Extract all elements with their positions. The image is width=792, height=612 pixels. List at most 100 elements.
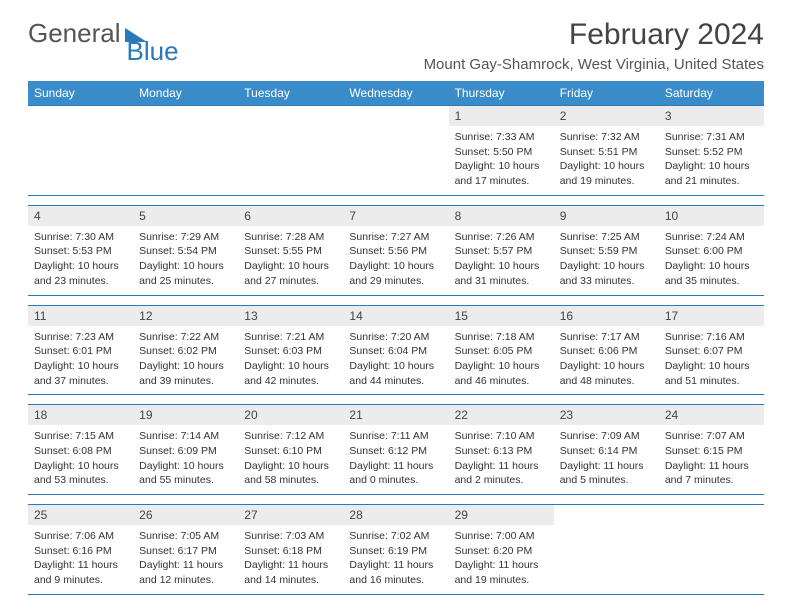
day-number: 24 [659,405,764,425]
day-content: Sunrise: 7:09 AMSunset: 6:14 PMDaylight:… [554,425,659,494]
calendar-day-cell: 9Sunrise: 7:25 AMSunset: 5:59 PMDaylight… [554,205,659,295]
calendar-day-cell: 20Sunrise: 7:12 AMSunset: 6:10 PMDayligh… [238,405,343,495]
calendar-day-cell: 14Sunrise: 7:20 AMSunset: 6:04 PMDayligh… [343,305,448,395]
weekday-header: Sunday [28,81,133,106]
calendar-day-cell: 4Sunrise: 7:30 AMSunset: 5:53 PMDaylight… [28,205,133,295]
day-content: Sunrise: 7:32 AMSunset: 5:51 PMDaylight:… [554,126,659,195]
week-spacer [28,495,764,505]
day-number: 12 [133,306,238,326]
day-content: Sunrise: 7:16 AMSunset: 6:07 PMDaylight:… [659,326,764,395]
day-content [554,525,659,535]
month-title: February 2024 [424,18,764,52]
day-content: Sunrise: 7:07 AMSunset: 6:15 PMDaylight:… [659,425,764,494]
weekday-header: Monday [133,81,238,106]
day-number: 17 [659,306,764,326]
title-block: February 2024 Mount Gay-Shamrock, West V… [424,18,764,73]
day-number: 6 [238,206,343,226]
day-number [28,106,133,126]
day-number: 3 [659,106,764,126]
calendar-day-cell: 28Sunrise: 7:02 AMSunset: 6:19 PMDayligh… [343,505,448,595]
calendar-day-cell: 15Sunrise: 7:18 AMSunset: 6:05 PMDayligh… [449,305,554,395]
day-number: 1 [449,106,554,126]
calendar-week-row: 25Sunrise: 7:06 AMSunset: 6:16 PMDayligh… [28,505,764,595]
calendar-week-row: 11Sunrise: 7:23 AMSunset: 6:01 PMDayligh… [28,305,764,395]
day-content: Sunrise: 7:10 AMSunset: 6:13 PMDaylight:… [449,425,554,494]
day-content: Sunrise: 7:21 AMSunset: 6:03 PMDaylight:… [238,326,343,395]
day-content: Sunrise: 7:18 AMSunset: 6:05 PMDaylight:… [449,326,554,395]
day-number: 26 [133,505,238,525]
day-content: Sunrise: 7:14 AMSunset: 6:09 PMDaylight:… [133,425,238,494]
day-number: 28 [343,505,448,525]
day-number [133,106,238,126]
day-content [133,126,238,136]
weekday-header: Thursday [449,81,554,106]
calendar-week-row: 18Sunrise: 7:15 AMSunset: 6:08 PMDayligh… [28,405,764,495]
day-number: 22 [449,405,554,425]
day-content [28,126,133,136]
day-number: 25 [28,505,133,525]
week-spacer [28,295,764,305]
weekday-header: Wednesday [343,81,448,106]
calendar-day-cell: 19Sunrise: 7:14 AMSunset: 6:09 PMDayligh… [133,405,238,495]
day-content: Sunrise: 7:30 AMSunset: 5:53 PMDaylight:… [28,226,133,295]
calendar-day-cell [238,106,343,196]
week-spacer [28,195,764,205]
brand-text-blue: Blue [127,36,179,67]
calendar-day-cell [133,106,238,196]
day-number: 10 [659,206,764,226]
calendar-day-cell: 10Sunrise: 7:24 AMSunset: 6:00 PMDayligh… [659,205,764,295]
brand-text-dark: General [28,18,121,49]
day-content: Sunrise: 7:25 AMSunset: 5:59 PMDaylight:… [554,226,659,295]
day-number: 29 [449,505,554,525]
day-content: Sunrise: 7:12 AMSunset: 6:10 PMDaylight:… [238,425,343,494]
day-content [659,525,764,535]
day-content: Sunrise: 7:24 AMSunset: 6:00 PMDaylight:… [659,226,764,295]
day-content: Sunrise: 7:20 AMSunset: 6:04 PMDaylight:… [343,326,448,395]
day-number: 11 [28,306,133,326]
calendar-header-row: SundayMondayTuesdayWednesdayThursdayFrid… [28,81,764,106]
day-content: Sunrise: 7:31 AMSunset: 5:52 PMDaylight:… [659,126,764,195]
week-spacer [28,395,764,405]
day-content [238,126,343,136]
calendar-day-cell: 29Sunrise: 7:00 AMSunset: 6:20 PMDayligh… [449,505,554,595]
day-content: Sunrise: 7:33 AMSunset: 5:50 PMDaylight:… [449,126,554,195]
day-number: 13 [238,306,343,326]
day-content: Sunrise: 7:02 AMSunset: 6:19 PMDaylight:… [343,525,448,594]
day-number [343,106,448,126]
weekday-header: Friday [554,81,659,106]
day-number: 19 [133,405,238,425]
calendar-day-cell: 17Sunrise: 7:16 AMSunset: 6:07 PMDayligh… [659,305,764,395]
calendar-day-cell [28,106,133,196]
day-number: 18 [28,405,133,425]
calendar-day-cell [554,505,659,595]
calendar-day-cell: 3Sunrise: 7:31 AMSunset: 5:52 PMDaylight… [659,106,764,196]
calendar-day-cell: 24Sunrise: 7:07 AMSunset: 6:15 PMDayligh… [659,405,764,495]
calendar-day-cell: 23Sunrise: 7:09 AMSunset: 6:14 PMDayligh… [554,405,659,495]
day-content: Sunrise: 7:22 AMSunset: 6:02 PMDaylight:… [133,326,238,395]
calendar-week-row: 1Sunrise: 7:33 AMSunset: 5:50 PMDaylight… [28,106,764,196]
calendar-day-cell: 8Sunrise: 7:26 AMSunset: 5:57 PMDaylight… [449,205,554,295]
day-number: 15 [449,306,554,326]
calendar-week-row: 4Sunrise: 7:30 AMSunset: 5:53 PMDaylight… [28,205,764,295]
day-content: Sunrise: 7:29 AMSunset: 5:54 PMDaylight:… [133,226,238,295]
day-number [659,505,764,525]
calendar-day-cell: 18Sunrise: 7:15 AMSunset: 6:08 PMDayligh… [28,405,133,495]
calendar-day-cell: 22Sunrise: 7:10 AMSunset: 6:13 PMDayligh… [449,405,554,495]
day-number: 7 [343,206,448,226]
day-number: 9 [554,206,659,226]
calendar-day-cell: 6Sunrise: 7:28 AMSunset: 5:55 PMDaylight… [238,205,343,295]
calendar-day-cell: 2Sunrise: 7:32 AMSunset: 5:51 PMDaylight… [554,106,659,196]
day-number: 23 [554,405,659,425]
day-number: 5 [133,206,238,226]
day-number [554,505,659,525]
day-content: Sunrise: 7:15 AMSunset: 6:08 PMDaylight:… [28,425,133,494]
calendar-day-cell: 5Sunrise: 7:29 AMSunset: 5:54 PMDaylight… [133,205,238,295]
day-content: Sunrise: 7:06 AMSunset: 6:16 PMDaylight:… [28,525,133,594]
calendar-day-cell [659,505,764,595]
day-number: 4 [28,206,133,226]
weekday-header: Tuesday [238,81,343,106]
calendar-day-cell: 12Sunrise: 7:22 AMSunset: 6:02 PMDayligh… [133,305,238,395]
day-number: 14 [343,306,448,326]
calendar-day-cell: 26Sunrise: 7:05 AMSunset: 6:17 PMDayligh… [133,505,238,595]
calendar-day-cell [343,106,448,196]
